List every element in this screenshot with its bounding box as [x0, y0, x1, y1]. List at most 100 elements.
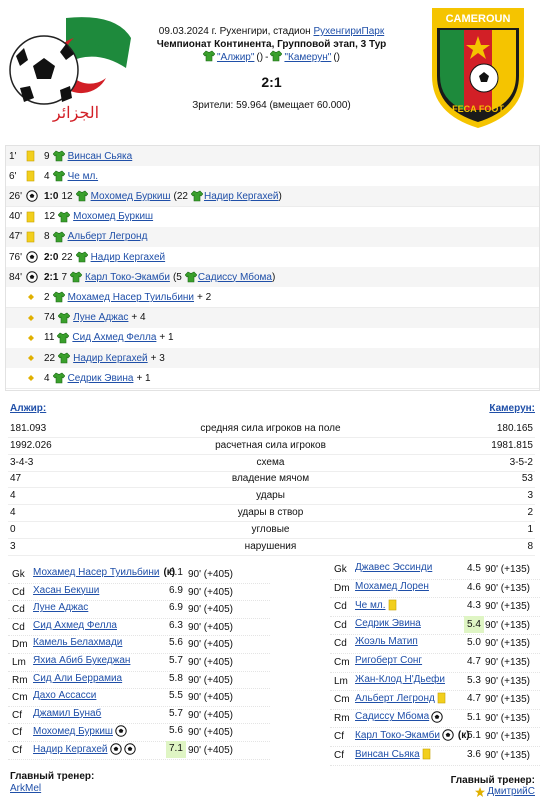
coach-link[interactable]: ArkMel: [10, 783, 42, 794]
player-link[interactable]: Альберт Легронд: [355, 692, 435, 704]
position: Cd: [12, 621, 25, 633]
logo-arabic: الجزائر: [52, 105, 99, 122]
shirt-icon: [202, 50, 215, 65]
home-lineup: Gk Мохамед Насер Туильбини (к) 6.1 90' (+405…: [8, 565, 270, 765]
player-link[interactable]: Садиссу Мбома: [197, 271, 272, 283]
player-link[interactable]: Джамил Бунаб: [33, 707, 102, 719]
shirt-icon: [52, 372, 65, 384]
player-link[interactable]: Ригоберт Сонг: [355, 655, 423, 666]
event-content: 11 Сид Ахмед Фелла + 1: [44, 332, 174, 344]
rating: 3.6: [467, 749, 481, 760]
play-time: 90' (+135): [485, 712, 530, 724]
shirt-icon: [202, 50, 215, 62]
play-time: 90' (+405): [188, 621, 233, 633]
player-link[interactable]: Жоэль Матип: [355, 636, 418, 648]
lineup-row: Cd Че мл. 4.3 90' (+135): [330, 597, 540, 617]
coach-label: Главный тренер:: [450, 775, 535, 786]
event-row: 6' 4 Че мл.: [6, 166, 539, 188]
event-content: 2:1 7 Карл Токо-Экамби (5 Садиссу Мбома): [44, 271, 275, 283]
separator: -: [265, 52, 269, 63]
position: Cd: [12, 604, 25, 616]
player-link[interactable]: Мохомед Буркиш: [73, 211, 154, 223]
stats-row: 181.093 средняя сила игроков на поле 180.1…: [8, 421, 535, 438]
shirt-icon: [52, 292, 65, 303]
rating: 5.3: [467, 674, 481, 686]
player-link[interactable]: Мохамед Насер Туильбини: [67, 291, 195, 303]
event-content: 74 Луне Аджас + 4: [44, 312, 146, 324]
minute: 47': [9, 231, 23, 243]
position: Cf: [334, 750, 344, 761]
home-team-link[interactable]: "Алжир": [216, 52, 255, 63]
player-number: 74: [44, 312, 56, 324]
player-link[interactable]: Альберт Легронд: [67, 231, 148, 243]
player-link[interactable]: Надир Кергахей: [33, 743, 108, 755]
event-content: 8 Альберт Легронд: [44, 231, 147, 243]
player-link[interactable]: Надир Кергахей: [90, 251, 166, 263]
bonus-value: + 1: [159, 332, 174, 344]
tournament: Чемпионат Континента, Групповой этап, 3 …: [156, 39, 387, 50]
player-link[interactable]: Седрик Эвина: [355, 617, 421, 629]
player-link[interactable]: Сид Ахмед Фелла: [33, 619, 117, 631]
player-cell: Жан-Клод Н'Дьефи: [355, 674, 445, 685]
player-link[interactable]: Мохамед Лорен: [355, 580, 429, 592]
player-link[interactable]: Дахо Ассасси: [33, 690, 97, 702]
rating: 6.9: [169, 584, 183, 596]
player-link[interactable]: Карл Токо-Экамби: [355, 729, 440, 741]
bonus-value: + 4: [131, 312, 146, 324]
stat-label: владение мячом: [231, 473, 310, 485]
player-link[interactable]: Мохомед Буркиш: [33, 725, 113, 737]
player-cell: Сид Али Беррамиа: [33, 673, 122, 684]
player-cell: Яхиа Абиб Букеджан: [33, 655, 130, 666]
player-link[interactable]: Сид Ахмед Фелла: [72, 332, 157, 344]
play-time: 90' (+135): [485, 750, 530, 761]
rating: 6.3: [169, 619, 183, 631]
position: Rm: [334, 712, 350, 724]
play-time: 90' (+405): [188, 604, 233, 616]
player-link[interactable]: Надир Кергахей: [203, 190, 279, 202]
rating: 5.6: [169, 637, 183, 649]
player-number: 22: [44, 352, 56, 364]
play-time: 90' (+135): [485, 564, 530, 575]
player-link[interactable]: Мохамед Насер Туильбини: [33, 567, 160, 578]
player-cell: Мохомед Буркиш: [33, 725, 127, 738]
player-link[interactable]: Жан-Клод Н'Дьефи: [355, 673, 445, 685]
shirt-icon: [190, 191, 203, 202]
player-cell: Винсан Сьяка: [355, 748, 431, 760]
lineup-row: Cd Хасан Бекуши 6.9 90' (+405): [8, 583, 270, 602]
player-link[interactable]: Джавес Эссинди: [355, 562, 433, 573]
player-link[interactable]: Яхиа Абиб Букеджан: [33, 655, 131, 666]
player-link[interactable]: Седрик Эвина: [67, 372, 134, 384]
rating: 6.9: [169, 602, 183, 614]
lineup-row: Gk Джавес Эссинди 4.5 90' (+135): [330, 560, 540, 580]
away-value: 2: [527, 507, 533, 518]
player-number: 12: [44, 211, 56, 223]
card-icon: [388, 599, 396, 611]
coach-link[interactable]: ДмитрийС: [487, 786, 535, 797]
player-link[interactable]: Винсан Сьяка: [67, 150, 133, 162]
player-link[interactable]: Камель Белахмади: [33, 637, 123, 649]
player-link[interactable]: Винсан Сьяка: [355, 748, 420, 760]
player-link[interactable]: Сид Али Беррамиа: [33, 672, 123, 684]
player-link[interactable]: Надир Кергахей: [73, 352, 148, 364]
home-value: 181.093: [10, 423, 47, 434]
player-link[interactable]: Че мл.: [67, 170, 99, 182]
player-link[interactable]: Карл Токо-Экамби: [85, 271, 170, 283]
player-link[interactable]: Садиссу Мбома: [355, 711, 430, 723]
play-time: 90' (+405): [188, 727, 233, 739]
player-link[interactable]: Хасан Бекуши: [33, 584, 100, 596]
player-link[interactable]: Мохомед Буркиш: [90, 190, 171, 202]
away-team-stats-link[interactable]: Камерун:: [489, 403, 535, 414]
shirt-icon: [75, 251, 88, 263]
player-link[interactable]: Луне Аджас: [73, 312, 129, 324]
assist-number: (22: [173, 190, 188, 202]
player-link[interactable]: Луне Аджас: [33, 602, 89, 614]
assist-end: ): [272, 271, 276, 283]
shirt-icon: [70, 271, 83, 283]
stadium-link[interactable]: РухенгириПарк: [313, 26, 385, 37]
player-link[interactable]: Че мл.: [355, 599, 386, 611]
home-team-stats-link[interactable]: Алжир:: [10, 403, 47, 414]
event-row: 4 Седрик Эвина + 1: [6, 368, 539, 390]
away-team-link[interactable]: "Камерун": [284, 52, 332, 63]
stats-row: 1992.026 расчетная сила игроков 1981.815: [8, 438, 535, 455]
player-number: 4: [44, 372, 50, 384]
